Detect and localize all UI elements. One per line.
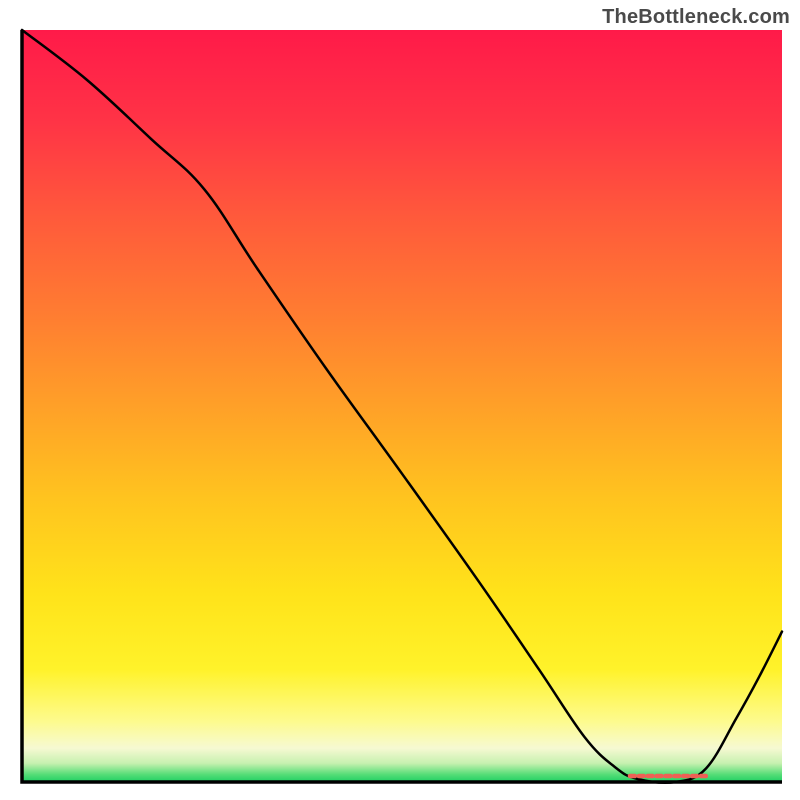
gradient-background (22, 30, 782, 782)
chart-svg (0, 0, 800, 800)
chart-container: TheBottleneck.com (0, 0, 800, 800)
watermark-text: TheBottleneck.com (602, 6, 790, 29)
